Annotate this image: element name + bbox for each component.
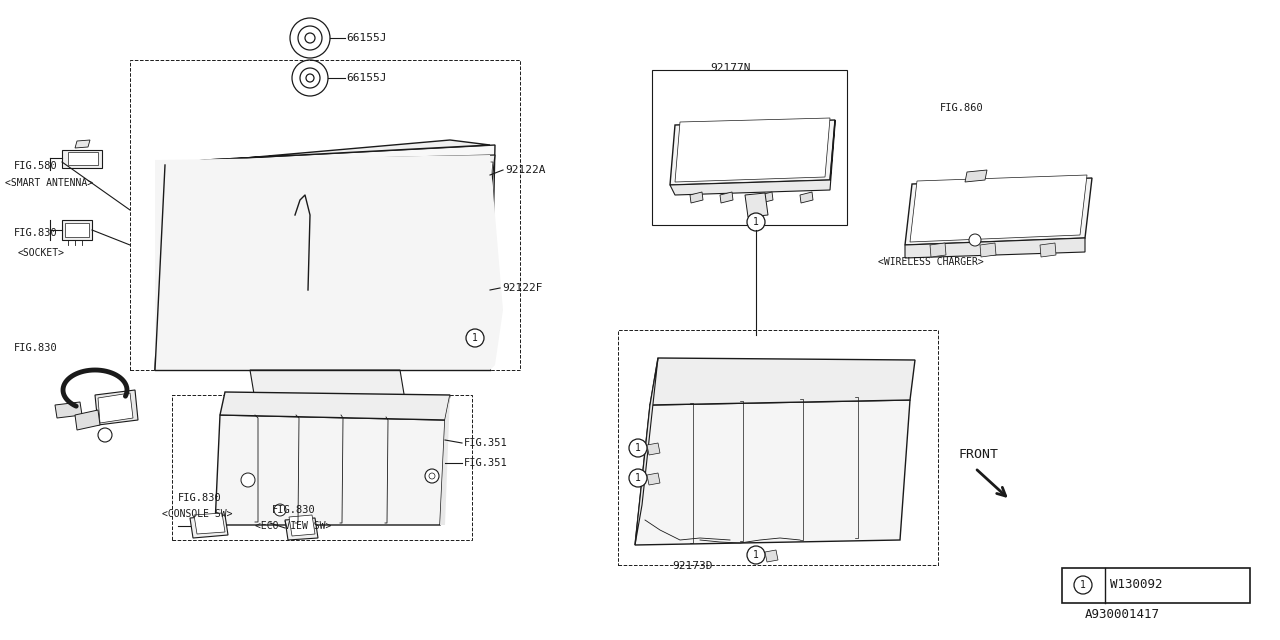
Polygon shape [155, 160, 205, 370]
Polygon shape [965, 170, 987, 182]
Polygon shape [650, 358, 915, 405]
Polygon shape [61, 220, 92, 240]
Bar [652, 70, 847, 225]
Polygon shape [635, 358, 658, 545]
Circle shape [425, 469, 439, 483]
Text: FRONT: FRONT [957, 449, 998, 461]
Bar [131, 60, 520, 370]
Polygon shape [285, 518, 317, 540]
Text: <SOCKET>: <SOCKET> [18, 248, 65, 258]
Polygon shape [931, 243, 946, 257]
Polygon shape [65, 223, 90, 237]
Bar [618, 330, 938, 565]
Text: FIG.351: FIG.351 [465, 438, 508, 448]
Text: <ECO VIEW SW>: <ECO VIEW SW> [255, 521, 332, 531]
Polygon shape [76, 410, 100, 430]
Polygon shape [410, 191, 422, 201]
Text: 1: 1 [635, 443, 641, 453]
Polygon shape [980, 243, 996, 257]
Text: 92122F: 92122F [502, 283, 543, 293]
Polygon shape [910, 175, 1087, 242]
Polygon shape [99, 393, 133, 423]
Text: <CONSOLE SW>: <CONSOLE SW> [163, 509, 233, 519]
Circle shape [274, 504, 285, 516]
Circle shape [969, 234, 980, 246]
Polygon shape [669, 120, 835, 195]
Text: 92173D: 92173D [672, 561, 713, 571]
Polygon shape [1039, 243, 1056, 257]
Text: FIG.830: FIG.830 [178, 493, 221, 503]
Text: 1: 1 [472, 333, 477, 343]
Bar [172, 395, 472, 540]
Text: 92177N: 92177N [710, 63, 750, 73]
Polygon shape [440, 395, 451, 525]
Polygon shape [905, 178, 1092, 245]
Polygon shape [440, 187, 452, 197]
Text: FIG.351: FIG.351 [465, 458, 508, 468]
Polygon shape [470, 182, 483, 192]
Polygon shape [215, 415, 445, 525]
Text: A930001417: A930001417 [1085, 607, 1160, 621]
Circle shape [748, 546, 765, 564]
Polygon shape [745, 193, 768, 217]
Polygon shape [721, 192, 733, 203]
Text: <SMART ANTENNA>: <SMART ANTENNA> [5, 178, 93, 188]
Polygon shape [68, 152, 99, 165]
Polygon shape [646, 473, 660, 485]
Polygon shape [165, 195, 220, 310]
Text: 92122A: 92122A [506, 165, 545, 175]
Polygon shape [95, 390, 138, 425]
Polygon shape [195, 513, 225, 534]
Text: 66155J: 66155J [346, 73, 387, 83]
Circle shape [1074, 576, 1092, 594]
Polygon shape [61, 150, 102, 168]
Polygon shape [364, 162, 493, 210]
Polygon shape [250, 370, 404, 400]
Polygon shape [905, 238, 1085, 258]
Text: 1: 1 [635, 473, 641, 483]
Text: W130092: W130092 [1110, 579, 1162, 591]
Circle shape [285, 226, 330, 270]
Polygon shape [76, 140, 90, 148]
Polygon shape [690, 192, 703, 203]
Circle shape [99, 428, 113, 442]
Text: FIG.860: FIG.860 [940, 103, 984, 113]
Circle shape [466, 329, 484, 347]
Text: 66155J: 66155J [346, 33, 387, 43]
Text: 1: 1 [753, 550, 759, 560]
Polygon shape [669, 120, 835, 185]
Polygon shape [646, 443, 660, 455]
Circle shape [748, 214, 764, 230]
Polygon shape [280, 288, 340, 312]
Polygon shape [155, 155, 503, 370]
Text: <WIRELESS CHARGER>: <WIRELESS CHARGER> [878, 257, 984, 267]
Polygon shape [360, 155, 495, 205]
Polygon shape [220, 392, 451, 420]
Bar [1062, 568, 1251, 603]
Polygon shape [635, 400, 910, 545]
Circle shape [628, 469, 646, 487]
Polygon shape [289, 515, 315, 536]
Polygon shape [675, 118, 829, 182]
Polygon shape [55, 402, 82, 418]
Polygon shape [760, 192, 773, 203]
Polygon shape [380, 194, 392, 204]
Polygon shape [165, 140, 490, 165]
Polygon shape [800, 192, 813, 203]
Text: FIG.580: FIG.580 [14, 161, 58, 171]
Polygon shape [200, 145, 495, 370]
Text: 1: 1 [753, 217, 759, 227]
Polygon shape [215, 175, 465, 355]
Text: FIG.830: FIG.830 [14, 228, 58, 238]
Text: 1: 1 [1080, 580, 1085, 590]
Text: FIG.830: FIG.830 [14, 343, 58, 353]
Polygon shape [189, 515, 228, 538]
Polygon shape [765, 550, 778, 562]
Circle shape [241, 473, 255, 487]
Circle shape [748, 213, 765, 231]
Circle shape [628, 439, 646, 457]
Text: FIG.830: FIG.830 [273, 505, 316, 515]
